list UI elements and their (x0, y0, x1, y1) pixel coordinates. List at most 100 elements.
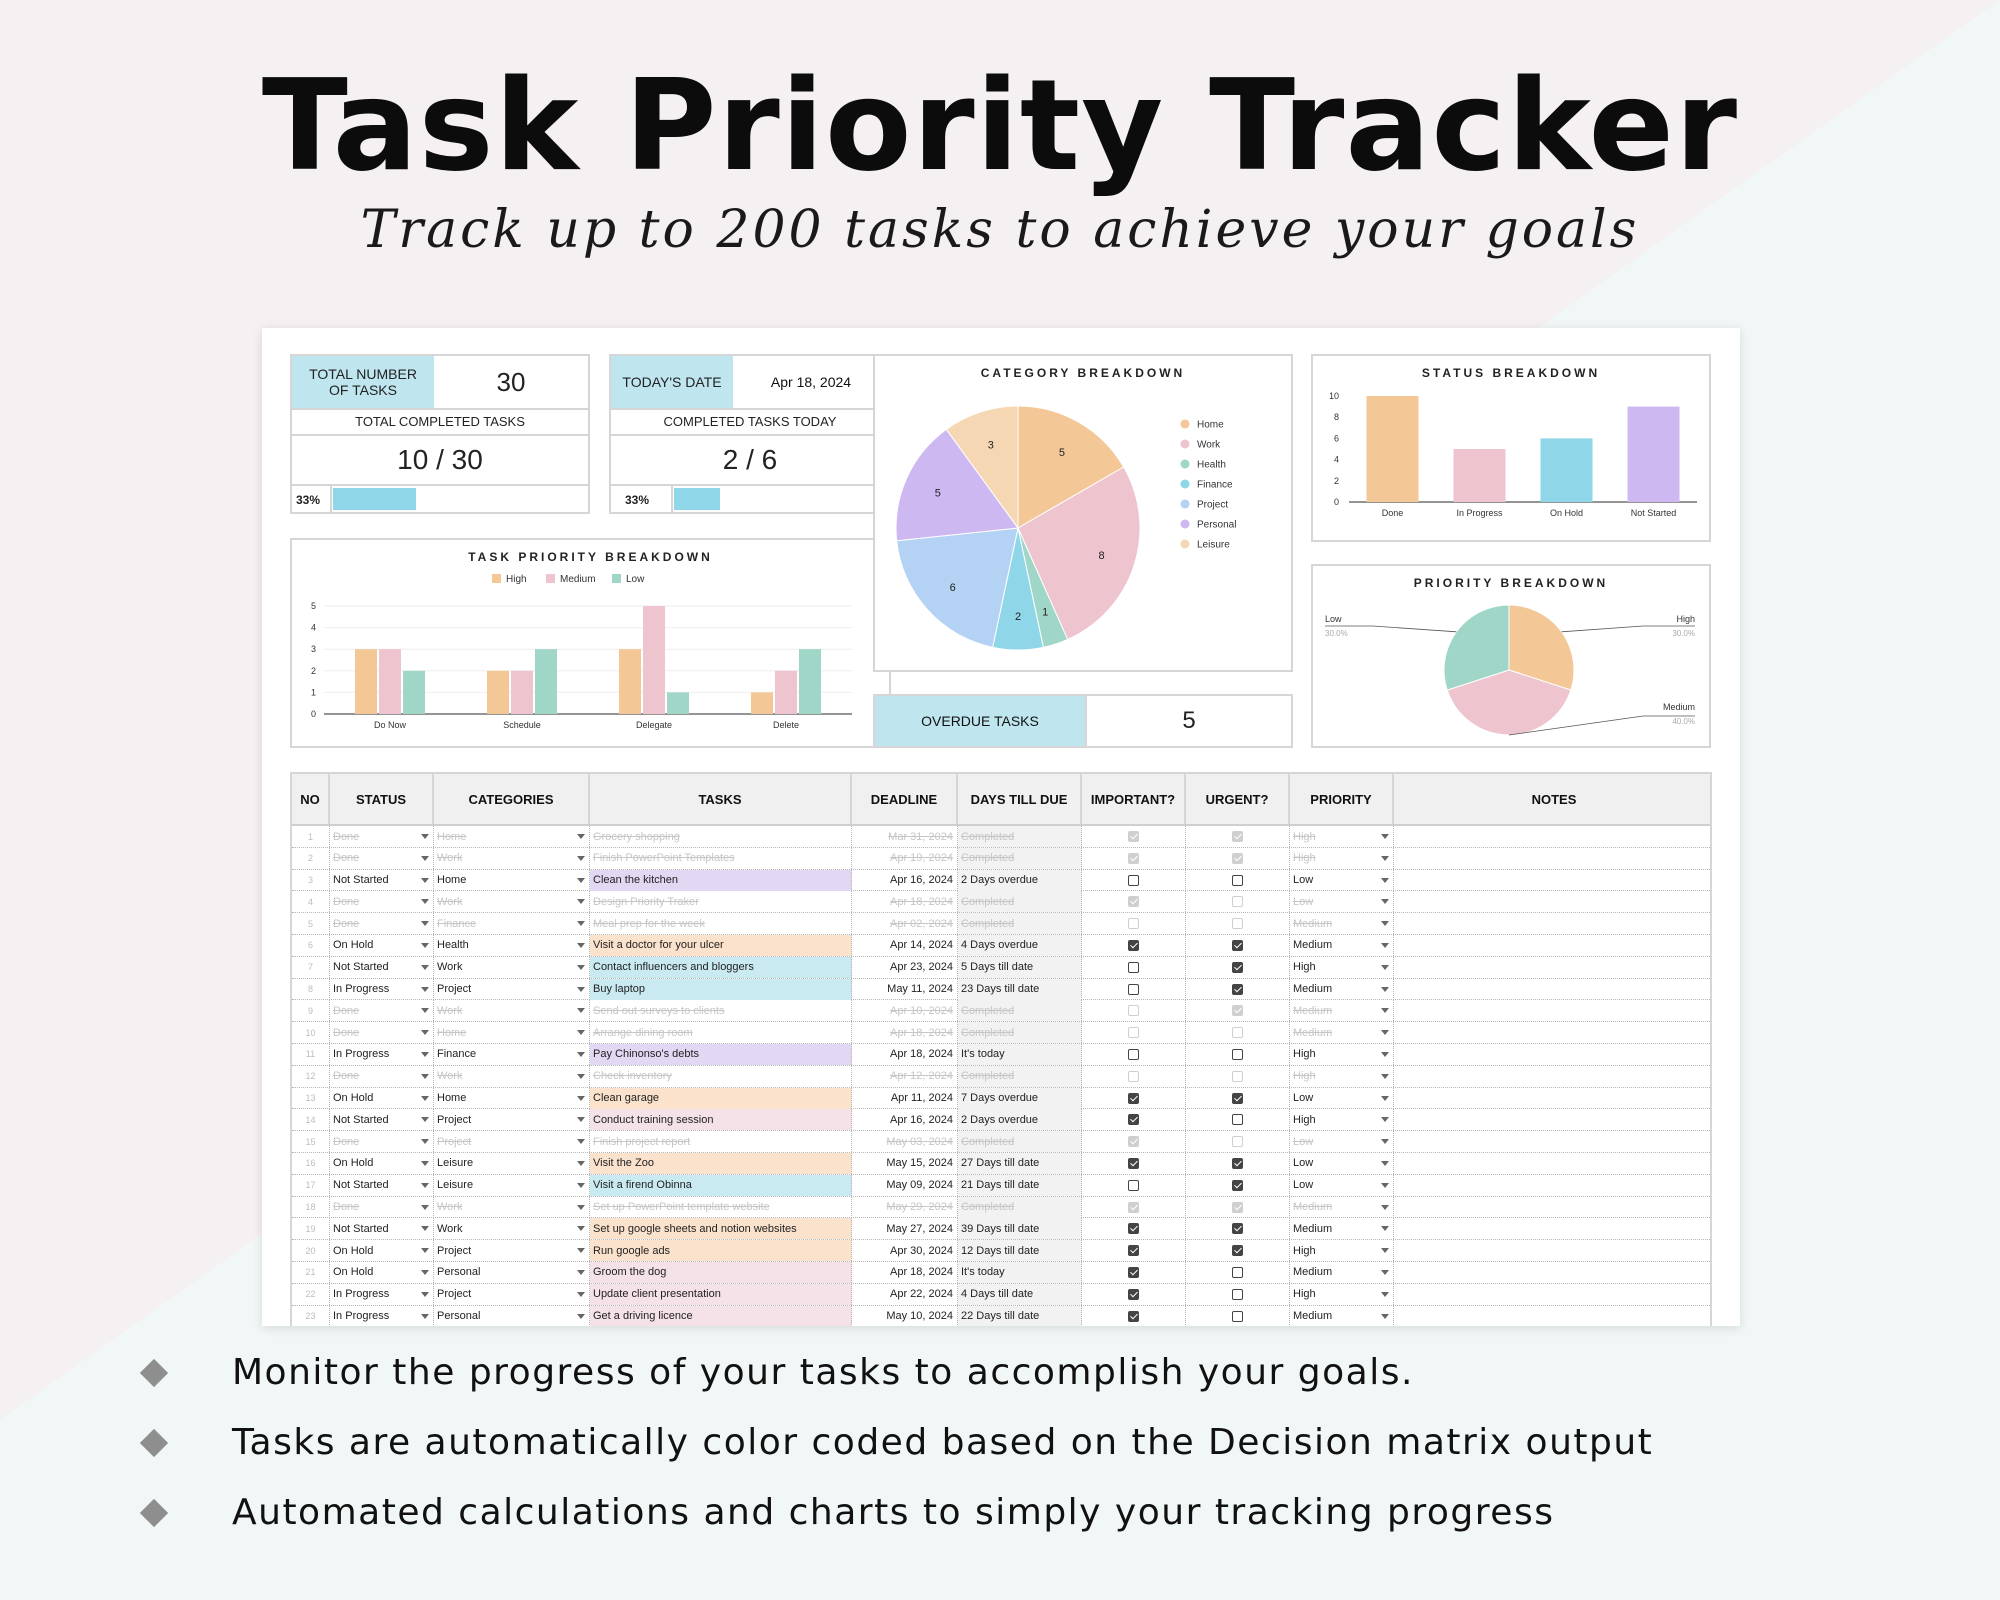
category-select[interactable]: Work (434, 1218, 590, 1240)
chevron-down-icon[interactable] (577, 1182, 585, 1188)
deadline-cell[interactable]: Apr 18, 2024 (852, 1043, 958, 1065)
task-cell[interactable]: Clean garage (590, 1087, 852, 1109)
deadline-cell[interactable]: May 11, 2024 (852, 978, 958, 1000)
task-cell[interactable]: Run google ads (590, 1240, 852, 1262)
priority-select[interactable]: High (1290, 1065, 1394, 1087)
checkbox[interactable] (1128, 1266, 1139, 1278)
important-checkbox[interactable] (1082, 826, 1186, 847)
status-select[interactable]: Done (330, 826, 434, 847)
checkbox[interactable] (1232, 918, 1243, 930)
checkbox[interactable] (1232, 1266, 1243, 1278)
chevron-down-icon[interactable] (1381, 1313, 1389, 1319)
notes-cell[interactable] (1394, 1088, 1714, 1109)
urgent-checkbox[interactable] (1186, 1152, 1290, 1174)
chevron-down-icon[interactable] (577, 834, 585, 839)
column-header-tasks[interactable]: TASKS (590, 774, 852, 824)
checkbox[interactable] (1232, 1201, 1243, 1213)
chevron-down-icon[interactable] (577, 1051, 585, 1057)
chevron-down-icon[interactable] (577, 1030, 585, 1036)
priority-select[interactable]: Medium (1290, 934, 1394, 956)
urgent-checkbox[interactable] (1186, 869, 1290, 891)
task-cell[interactable]: Buy laptop (590, 978, 852, 1000)
checkbox[interactable] (1128, 1201, 1139, 1213)
chevron-down-icon[interactable] (577, 1073, 585, 1079)
priority-select[interactable]: High (1290, 1283, 1394, 1305)
status-select[interactable]: Done (330, 891, 434, 913)
notes-cell[interactable] (1394, 1109, 1714, 1130)
notes-cell[interactable] (1394, 957, 1714, 978)
checkbox[interactable] (1232, 939, 1243, 951)
category-select[interactable]: Project (434, 978, 590, 1000)
deadline-cell[interactable]: Apr 16, 2024 (852, 869, 958, 891)
important-checkbox[interactable] (1082, 956, 1186, 978)
chevron-down-icon[interactable] (577, 1008, 585, 1014)
chevron-down-icon[interactable] (577, 1248, 585, 1254)
chevron-down-icon[interactable] (421, 1313, 429, 1319)
chevron-down-icon[interactable] (1381, 964, 1389, 970)
chevron-down-icon[interactable] (1381, 855, 1389, 861)
category-select[interactable]: Project (434, 1283, 590, 1305)
chevron-down-icon[interactable] (577, 1269, 585, 1275)
chevron-down-icon[interactable] (1381, 1030, 1389, 1036)
notes-cell[interactable] (1394, 1306, 1714, 1326)
chevron-down-icon[interactable] (421, 899, 429, 905)
column-header-priority[interactable]: PRIORITY (1290, 774, 1394, 824)
category-select[interactable]: Work (434, 1000, 590, 1022)
task-cell[interactable]: Send out surveys to clients (590, 1000, 852, 1022)
important-checkbox[interactable] (1082, 913, 1186, 935)
deadline-cell[interactable]: Apr 18, 2024 (852, 891, 958, 913)
category-select[interactable]: Personal (434, 1305, 590, 1326)
chevron-down-icon[interactable] (577, 942, 585, 948)
notes-cell[interactable] (1394, 1131, 1714, 1152)
task-cell[interactable]: Visit the Zoo (590, 1152, 852, 1174)
checkbox[interactable] (1128, 1136, 1139, 1148)
checkbox[interactable] (1128, 961, 1139, 973)
chevron-down-icon[interactable] (421, 1160, 429, 1166)
checkbox[interactable] (1232, 896, 1243, 908)
urgent-checkbox[interactable] (1186, 1283, 1290, 1305)
notes-cell[interactable] (1394, 979, 1714, 1000)
priority-select[interactable]: Medium (1290, 1305, 1394, 1326)
urgent-checkbox[interactable] (1186, 1218, 1290, 1240)
chevron-down-icon[interactable] (1381, 1226, 1389, 1232)
important-checkbox[interactable] (1082, 1043, 1186, 1065)
status-select[interactable]: On Hold (330, 934, 434, 956)
chevron-down-icon[interactable] (1381, 1051, 1389, 1057)
chevron-down-icon[interactable] (1381, 1139, 1389, 1145)
status-select[interactable]: Done (330, 1000, 434, 1022)
notes-cell[interactable] (1394, 1066, 1714, 1087)
chevron-down-icon[interactable] (577, 1226, 585, 1232)
status-select[interactable]: Done (330, 847, 434, 869)
notes-cell[interactable] (1394, 826, 1714, 847)
important-checkbox[interactable] (1082, 1240, 1186, 1262)
urgent-checkbox[interactable] (1186, 1065, 1290, 1087)
status-select[interactable]: Done (330, 1065, 434, 1087)
column-header-no[interactable]: NO (292, 774, 330, 824)
category-select[interactable]: Project (434, 1240, 590, 1262)
checkbox[interactable] (1128, 1048, 1139, 1060)
chevron-down-icon[interactable] (421, 1248, 429, 1254)
checkbox[interactable] (1128, 852, 1139, 864)
chevron-down-icon[interactable] (1381, 921, 1389, 927)
checkbox[interactable] (1128, 831, 1139, 842)
task-cell[interactable]: Set up PowerPoint template website (590, 1196, 852, 1218)
checkbox[interactable] (1128, 1245, 1139, 1257)
priority-select[interactable]: Medium (1290, 1261, 1394, 1283)
chevron-down-icon[interactable] (1381, 942, 1389, 948)
urgent-checkbox[interactable] (1186, 847, 1290, 869)
urgent-checkbox[interactable] (1186, 1000, 1290, 1022)
priority-select[interactable]: High (1290, 956, 1394, 978)
status-select[interactable]: Not Started (330, 1218, 434, 1240)
priority-select[interactable]: Low (1290, 1131, 1394, 1153)
urgent-checkbox[interactable] (1186, 978, 1290, 1000)
status-select[interactable]: On Hold (330, 1152, 434, 1174)
chevron-down-icon[interactable] (1381, 834, 1389, 839)
urgent-checkbox[interactable] (1186, 1131, 1290, 1153)
status-select[interactable]: In Progress (330, 978, 434, 1000)
task-cell[interactable]: Finish PowerPoint Templates (590, 847, 852, 869)
important-checkbox[interactable] (1082, 978, 1186, 1000)
chevron-down-icon[interactable] (1381, 1182, 1389, 1188)
deadline-cell[interactable]: Apr 23, 2024 (852, 956, 958, 978)
important-checkbox[interactable] (1082, 869, 1186, 891)
important-checkbox[interactable] (1082, 1022, 1186, 1044)
